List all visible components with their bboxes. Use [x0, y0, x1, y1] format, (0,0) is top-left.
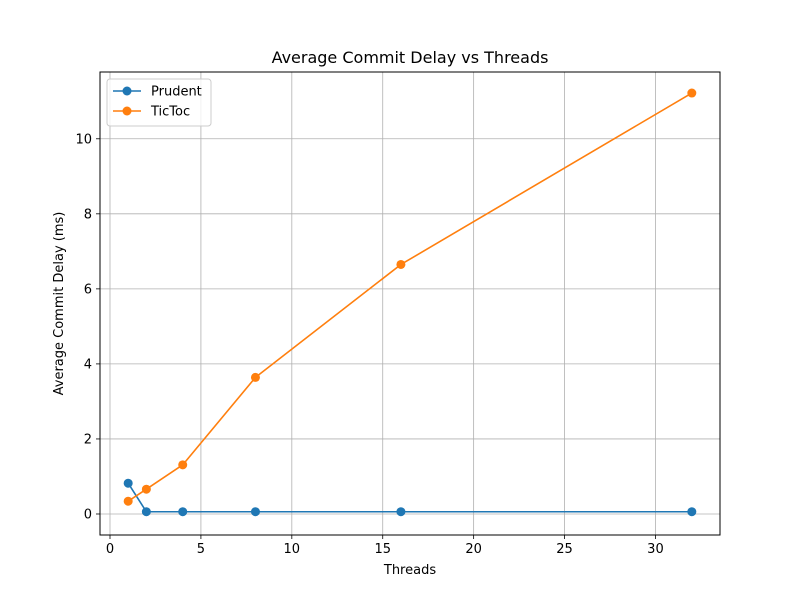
y-tick-label: 4 [84, 357, 92, 372]
x-tick-label: 25 [556, 542, 573, 557]
legend-label: Prudent [151, 85, 202, 100]
x-tick-label: 30 [647, 542, 664, 557]
y-axis: 0 2 4 6 8 10 [75, 132, 100, 522]
data-point-tictoc [250, 372, 260, 382]
data-point-prudent [687, 507, 697, 517]
legend-marker [122, 106, 132, 116]
y-axis-label: Average Commit Delay (ms) [52, 212, 67, 396]
x-axis-label: Threads [383, 563, 436, 578]
data-point-prudent [141, 507, 151, 517]
series-tictoc [123, 88, 697, 506]
y-tick-label: 2 [84, 432, 92, 447]
series-line-prudent [127, 482, 692, 513]
x-tick-label: 10 [284, 542, 301, 557]
data-point-prudent [123, 478, 133, 488]
data-point-tictoc [687, 88, 697, 98]
y-tick-label: 10 [75, 132, 92, 147]
legend-entry-prudent: Prudent [113, 85, 202, 100]
data-point-tictoc [141, 484, 151, 494]
x-tick-label: 5 [197, 542, 205, 557]
legend-entries: Prudent TicToc [113, 85, 202, 120]
legend-label: TicToc [150, 105, 190, 120]
y-tick-label: 6 [84, 282, 92, 297]
x-tick-label: 0 [106, 542, 114, 557]
x-tick-label: 15 [374, 542, 391, 557]
data-point-prudent [396, 507, 406, 517]
legend: Prudent TicToc [106, 78, 212, 127]
data-point-tictoc [396, 259, 406, 269]
x-tick-label: 20 [465, 542, 482, 557]
chart-title: Average Commit Delay vs Threads [272, 48, 549, 67]
data-point-tictoc [178, 460, 188, 470]
plot-frame [99, 71, 721, 536]
y-tick-label: 8 [84, 207, 92, 222]
x-axis: 0 5 10 15 20 25 30 [106, 535, 664, 557]
data-point-prudent [178, 507, 188, 517]
series-layer [123, 88, 697, 517]
legend-marker [122, 86, 132, 96]
y-tick-label: 0 [84, 507, 92, 522]
legend-entry-tictoc: TicToc [113, 105, 190, 120]
data-point-prudent [250, 507, 260, 517]
data-point-tictoc [123, 496, 133, 506]
series-prudent [123, 478, 697, 517]
